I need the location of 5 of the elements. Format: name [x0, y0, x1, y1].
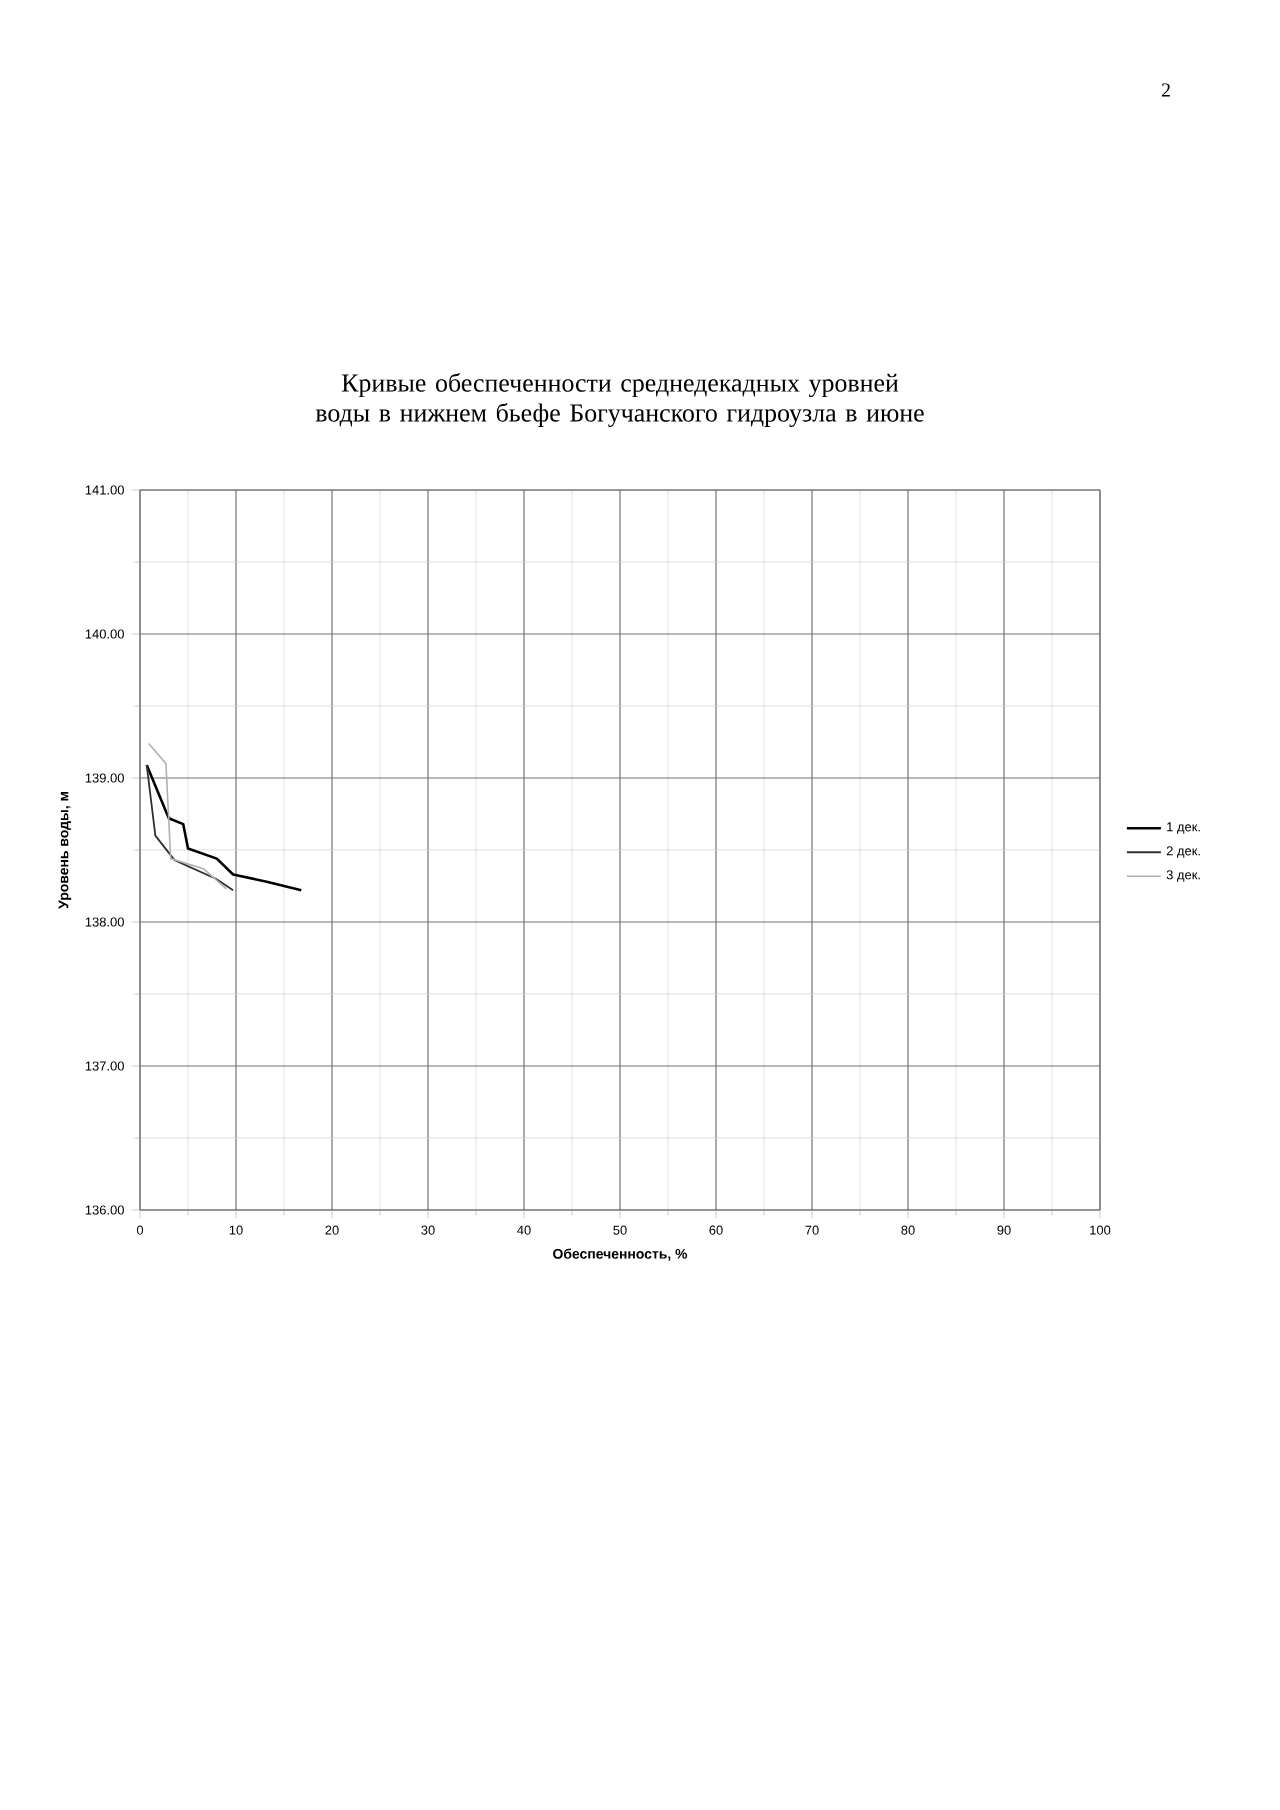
line-series	[145, 763, 303, 892]
line-series	[145, 764, 235, 892]
line-series	[147, 742, 228, 890]
text: 2	[1161, 83, 1170, 97]
chart-title: Кривые обеспеченности среднедекадных уровней воды в нижнем бьефе Богучанского гидроузла в июне	[315, 372, 924, 428]
